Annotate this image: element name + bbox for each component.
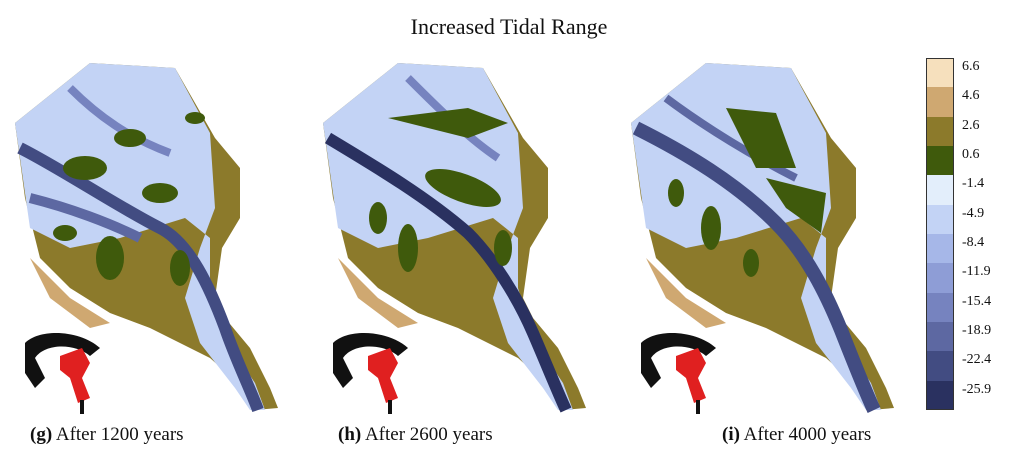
colorbar-tick-label: 4.6 bbox=[962, 88, 980, 104]
panel-i bbox=[626, 58, 926, 414]
colorbar-tick-label: -22.4 bbox=[962, 352, 992, 368]
colorbar-tick-label: -11.9 bbox=[962, 264, 991, 280]
colorbar-tick-label: -1.4 bbox=[962, 176, 985, 192]
figure-title: Increased Tidal Range bbox=[410, 14, 608, 39]
colorbar-tick-label: -8.4 bbox=[962, 235, 985, 250]
colorbar-tick-label: -4.9 bbox=[962, 205, 985, 221]
panel-h bbox=[318, 58, 618, 414]
panel-g bbox=[10, 58, 310, 414]
caption-i: (i) After 4000 years bbox=[722, 424, 872, 445]
bathymetry-map-g bbox=[15, 63, 278, 414]
colorbar-tick-label: -18.9 bbox=[962, 323, 992, 338]
colorbar-segment bbox=[926, 146, 954, 176]
caption-g: (g) After 1200 years bbox=[30, 424, 184, 445]
bathymetry-map-i bbox=[631, 63, 894, 414]
colorbar-tick-label: -25.9 bbox=[962, 381, 992, 397]
colorbar-tick-label: 0.6 bbox=[962, 147, 980, 162]
bathymetry-map-h bbox=[323, 63, 586, 414]
colorbar-frame bbox=[926, 58, 954, 410]
colorbar-segment bbox=[926, 87, 954, 117]
caption-h: (h) After 2600 years bbox=[338, 424, 493, 445]
colorbar-tick-label: 6.6 bbox=[962, 59, 980, 74]
colorbar-segment bbox=[926, 116, 954, 146]
colorbar-tick-label: 2.6 bbox=[962, 117, 980, 133]
colorbar-tick-label: -15.4 bbox=[962, 293, 992, 309]
